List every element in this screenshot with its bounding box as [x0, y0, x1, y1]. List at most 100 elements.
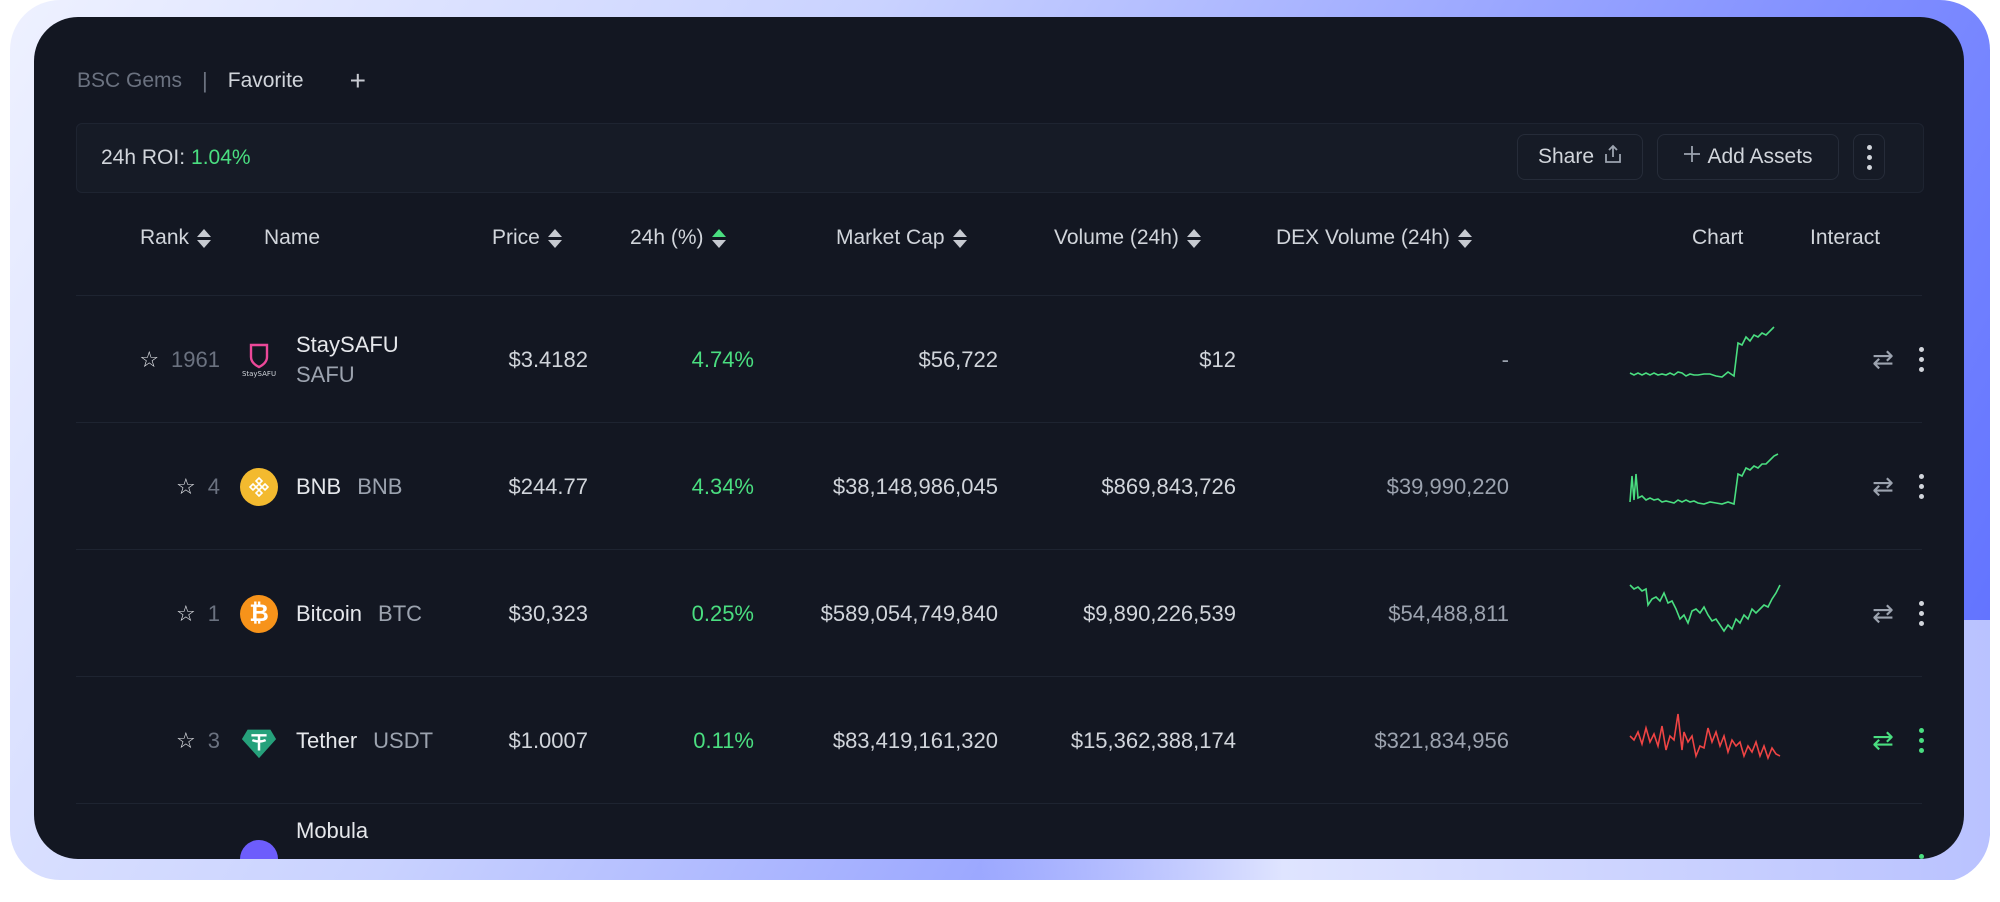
price-cell: $1.0007: [508, 727, 588, 753]
asset-symbol: SAFU: [296, 361, 355, 387]
table-row[interactable]: ☆ 3 Tether USDT $1.0007 0.11% $83,419,16…: [76, 676, 1924, 804]
portfolio-tabs: BSC Gems | Favorite +: [77, 51, 366, 111]
market-cap-cell: $589,054,749,840: [820, 600, 998, 626]
volume-cell: $15,362,388,174: [1070, 727, 1236, 753]
page-margin: [0, 880, 2000, 902]
dex-volume-cell: $321,834,956: [1374, 727, 1509, 753]
price-cell: $3.4182: [508, 346, 588, 372]
rank-value: 4: [207, 473, 220, 499]
add-assets-button[interactable]: Add Assets: [1657, 134, 1839, 180]
column-rank[interactable]: Rank: [140, 213, 212, 263]
asset-name: Mobula: [296, 818, 369, 843]
asset-name-cell[interactable]: StaySAFU StaySAFU SAFU: [240, 296, 399, 423]
add-assets-label: Add Assets: [1707, 145, 1813, 168]
market-cap-cell: $56,722: [918, 346, 998, 372]
dex-volume-cell: $54,488,811: [1388, 600, 1509, 626]
change-cell: 0.11%: [693, 727, 754, 753]
bitcoin-icon: ₿: [240, 594, 278, 633]
column-name: Name: [264, 213, 320, 263]
svg-text:StaySAFU: StaySAFU: [242, 370, 276, 378]
asset-name-cell[interactable]: Mobula: [240, 804, 368, 859]
sort-icon: [1457, 228, 1472, 248]
more-options-button[interactable]: [1853, 134, 1885, 180]
asset-name: Tether: [296, 727, 358, 753]
column-dex-volume-label: DEX Volume (24h): [1276, 226, 1450, 249]
rank-value: 1: [207, 600, 220, 626]
plus-icon: [1683, 145, 1701, 169]
tab-favorite[interactable]: Favorite: [227, 69, 304, 92]
table-row[interactable]: Mobula: [76, 803, 1924, 859]
column-volume[interactable]: Volume (24h): [1054, 213, 1201, 263]
favorite-star-icon[interactable]: ☆: [176, 727, 196, 753]
sparkline-chart: [1628, 677, 1782, 804]
column-price[interactable]: Price: [492, 213, 562, 263]
asset-symbol: BNB: [357, 473, 403, 499]
market-cap-cell: $83,419,161,320: [832, 727, 998, 753]
dex-volume-cell: -: [1501, 346, 1509, 372]
column-price-label: Price: [492, 226, 540, 249]
price-cell: $30,323: [508, 600, 588, 626]
asset-symbol: BTC: [378, 600, 423, 626]
kebab-icon: [1866, 144, 1872, 170]
sort-icon: [952, 228, 967, 248]
market-cap-cell: $38,148,986,045: [832, 473, 998, 499]
tab-bsc-gems[interactable]: BSC Gems: [77, 69, 183, 92]
tether-icon: [240, 722, 278, 760]
swap-icon[interactable]: ⇄: [1872, 598, 1894, 628]
favorite-star-icon[interactable]: ☆: [176, 600, 196, 626]
column-chart-label: Chart: [1692, 226, 1744, 249]
roi-value: 1.04%: [191, 146, 251, 169]
row-menu-icon[interactable]: [1916, 296, 1926, 423]
price-cell: $244.77: [508, 473, 588, 499]
row-menu-icon[interactable]: [1916, 423, 1926, 550]
column-change-24h[interactable]: 24h (%): [630, 213, 726, 263]
column-market-cap[interactable]: Market Cap: [836, 213, 967, 263]
asset-name-cell[interactable]: BNB BNB: [240, 423, 403, 550]
sparkline-chart: [1628, 296, 1782, 423]
column-change-label: 24h (%): [630, 226, 704, 249]
sparkline-chart: [1628, 550, 1782, 677]
swap-icon[interactable]: ⇄: [1872, 471, 1894, 501]
share-button[interactable]: Share: [1517, 134, 1643, 180]
column-interact-label: Interact: [1810, 226, 1881, 249]
column-market-cap-label: Market Cap: [836, 226, 945, 249]
bnb-icon: [240, 467, 278, 506]
row-menu-icon[interactable]: [1916, 550, 1926, 677]
roi-label: 24h ROI:: [101, 146, 186, 169]
sort-icon: [1186, 228, 1201, 248]
table-row[interactable]: ☆ 1961 StaySAFU StaySAFU SAFU $3.4182 4.…: [76, 295, 1924, 423]
table-row[interactable]: ☆ 1 ₿ Bitcoin BTC $30,323 0.25% $589,054…: [76, 549, 1924, 677]
column-name-label: Name: [264, 226, 321, 249]
asset-name: Bitcoin: [296, 600, 363, 626]
column-chart: Chart: [1692, 213, 1743, 263]
row-menu-icon[interactable]: [1916, 677, 1926, 804]
share-icon: [1604, 144, 1622, 170]
column-dex-volume[interactable]: DEX Volume (24h): [1276, 213, 1472, 263]
table-row[interactable]: ☆ 4 BNB BNB $244.77 4.34% $38,148,986,04…: [76, 422, 1924, 550]
volume-cell: $869,843,726: [1101, 473, 1236, 499]
rank-cell: ☆ 4: [100, 423, 220, 550]
table-header: Rank Name Price 24h (%) Market Cap Volum…: [76, 213, 1922, 313]
change-cell: 0.25%: [691, 600, 754, 626]
roi-summary: 24h ROI: 1.04%: [101, 124, 251, 192]
favorite-star-icon[interactable]: ☆: [139, 346, 160, 372]
rank-value: 3: [207, 727, 220, 753]
swap-icon[interactable]: ⇄: [1872, 725, 1894, 755]
share-label: Share: [1537, 145, 1595, 168]
favorite-star-icon[interactable]: ☆: [176, 473, 196, 499]
portfolio-panel: BSC Gems | Favorite + 24h ROI: 1.04% Sha…: [34, 17, 1964, 859]
dex-volume-cell: $39,990,220: [1386, 473, 1509, 499]
asset-name: BNB: [296, 473, 342, 499]
mobula-icon: [240, 840, 278, 859]
row-menu-icon[interactable]: [1916, 804, 1926, 859]
asset-name-cell[interactable]: Tether USDT: [240, 677, 433, 804]
change-cell: 4.74%: [691, 346, 754, 372]
asset-name-cell[interactable]: ₿ Bitcoin BTC: [240, 550, 422, 677]
swap-icon[interactable]: ⇄: [1872, 344, 1894, 374]
sparkline-chart: [1628, 423, 1782, 550]
change-cell: 4.34%: [691, 473, 754, 499]
rank-value: 1961: [171, 346, 220, 372]
rank-cell: ☆ 3: [100, 677, 220, 804]
add-tab-button[interactable]: +: [349, 65, 366, 96]
sort-icon: [547, 228, 562, 248]
